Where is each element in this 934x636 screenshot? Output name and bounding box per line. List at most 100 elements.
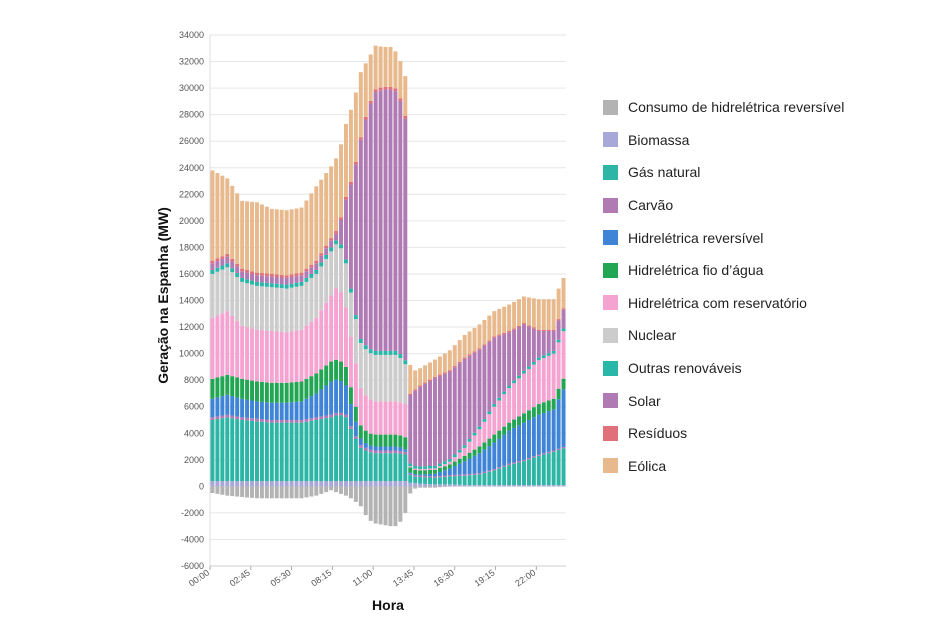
bar-segment <box>418 385 423 387</box>
bar-segment <box>210 481 215 487</box>
bar-segment <box>502 434 507 466</box>
bar-segment <box>259 273 264 276</box>
bar-segment <box>482 421 487 443</box>
bar-segment <box>442 470 447 476</box>
bar-segment <box>492 311 497 337</box>
bar-segment <box>497 335 502 398</box>
bar-segment <box>240 271 245 278</box>
bar-segment <box>254 272 259 276</box>
bar-segment <box>368 103 373 350</box>
bar-segment <box>467 473 472 476</box>
bar-segment <box>235 377 240 398</box>
bar-segment <box>210 419 215 482</box>
bar-segment <box>334 359 339 380</box>
bar-segment <box>551 353 556 399</box>
bar-segment <box>245 283 250 328</box>
bar-segment <box>497 397 502 401</box>
bar-segment <box>467 475 472 486</box>
bar-segment <box>373 401 378 435</box>
bar-segment <box>398 481 403 487</box>
bar-segment <box>487 340 492 342</box>
bar-segment <box>408 467 413 473</box>
bar-segment <box>398 61 403 99</box>
bar-segment <box>497 400 502 431</box>
bar-segment <box>235 481 240 487</box>
bar-segment <box>348 426 353 429</box>
bar-segment-negative <box>388 486 393 527</box>
bar-segment <box>343 481 348 487</box>
bar-segment <box>418 386 423 467</box>
bar-segment <box>408 473 413 476</box>
bar-segment <box>418 466 423 470</box>
bar-segment <box>368 445 373 450</box>
bar-segment-negative <box>432 486 437 488</box>
bar-segment <box>432 484 437 487</box>
bar-segment <box>324 385 329 416</box>
bar-segment <box>324 245 329 249</box>
bar-segment <box>541 454 546 486</box>
bar-segment <box>358 338 363 343</box>
bar-segment <box>467 355 472 440</box>
legend-swatch <box>603 262 618 278</box>
bar-segment-negative <box>314 486 319 496</box>
bar-segment <box>259 286 264 331</box>
bar-segment <box>432 476 437 478</box>
bar-segment <box>220 418 225 482</box>
bar-segment <box>393 401 398 435</box>
bar-segment <box>398 402 403 436</box>
bar-segment <box>299 285 304 330</box>
bar-segment <box>284 382 289 403</box>
bar-segment <box>225 263 230 268</box>
bar-segment <box>225 481 230 487</box>
bar-segment <box>210 170 215 261</box>
legend-swatch <box>603 393 618 409</box>
bar-segment <box>507 430 512 464</box>
bar-segment <box>329 295 334 362</box>
bar-segment <box>348 481 353 487</box>
bar-segment <box>339 292 344 362</box>
bar-segment <box>274 422 279 482</box>
bar-segment <box>403 360 408 365</box>
bar-segment <box>531 456 536 458</box>
x-axis-title: Hora <box>372 597 404 613</box>
legend-swatch <box>603 327 618 343</box>
bar-segment <box>457 340 462 362</box>
bar-segment <box>348 181 353 185</box>
bar-segment <box>309 267 314 274</box>
bar-segment <box>413 476 418 484</box>
bar-segment <box>502 334 507 392</box>
bar-segment <box>319 253 324 256</box>
x-tick-label: 05:30 <box>269 567 293 588</box>
bar-segment-negative <box>353 486 358 502</box>
bar-segment <box>388 86 393 90</box>
bar-segment <box>408 393 413 395</box>
bar-segment <box>551 485 556 487</box>
bar-segment <box>378 453 383 482</box>
bar-segment <box>383 46 388 87</box>
bar-segment <box>442 373 447 462</box>
bar-segment <box>492 406 497 435</box>
bar-segment <box>314 263 319 270</box>
bar-segment <box>378 401 383 435</box>
bar-segment <box>309 321 314 377</box>
bar-segment <box>541 402 546 413</box>
bar-segment <box>437 463 442 467</box>
bar-segment <box>388 89 393 351</box>
bar-segment-negative <box>299 486 304 499</box>
bar-segment <box>437 374 442 376</box>
bar-segment <box>398 447 403 451</box>
bar-segment <box>556 320 561 340</box>
bar-segment <box>259 381 264 402</box>
bar-segment <box>299 275 304 282</box>
bar-segment <box>309 481 314 487</box>
bar-segment <box>294 286 299 331</box>
bar-segment <box>403 451 408 455</box>
bar-segment <box>428 381 433 466</box>
bar-segment <box>304 378 309 399</box>
bar-segment <box>383 434 388 447</box>
bar-segment <box>329 361 334 382</box>
bar-segment <box>368 433 373 446</box>
bar-segment <box>482 485 487 487</box>
bar-segment <box>225 178 230 255</box>
bar-segment <box>294 330 299 382</box>
